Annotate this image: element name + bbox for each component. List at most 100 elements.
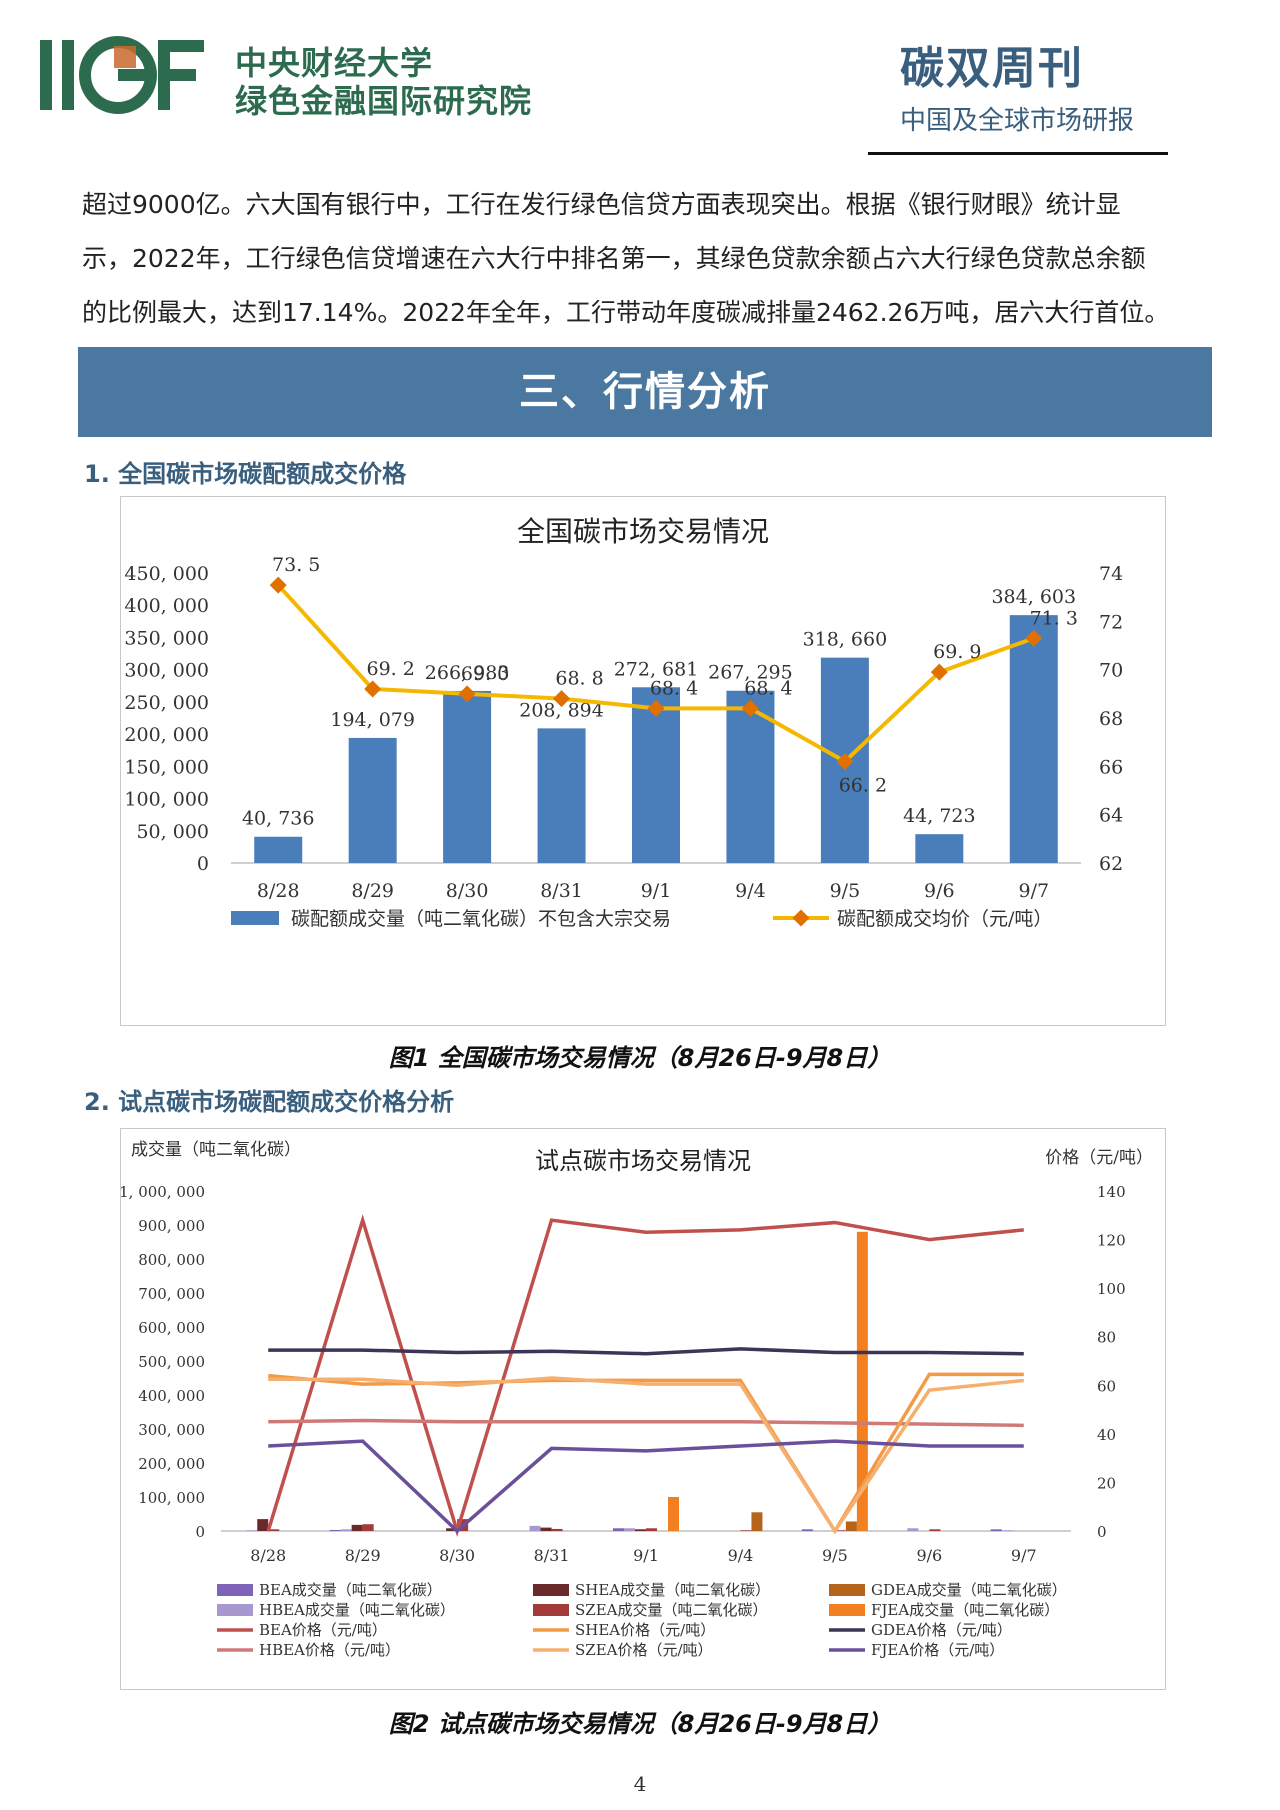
org-name-line2: 绿色金融国际研究院 bbox=[235, 82, 533, 120]
pilot-volume-bar bbox=[340, 1529, 352, 1531]
legend-label: GDEA价格（元/吨） bbox=[871, 1621, 1012, 1639]
pilot-price-line bbox=[268, 1376, 1024, 1535]
bar-data-label: 318, 660 bbox=[803, 629, 888, 651]
pilot-volume-bar bbox=[540, 1527, 552, 1531]
paragraph-line: 超过9000亿。六大国有银行中，工行在发行绿色信贷方面表现突出。根据《银行财眼》… bbox=[82, 190, 1121, 219]
bar-data-label: 266, 983 bbox=[425, 662, 510, 684]
chart-title: 全国碳市场交易情况 bbox=[517, 515, 769, 548]
section-banner: 三、行情分析 bbox=[78, 347, 1212, 437]
legend-label-price: 碳配额成交均价（元/吨） bbox=[837, 908, 1052, 930]
legend-label: SZEA成交量（吨二氧化碳） bbox=[575, 1601, 767, 1619]
right-tick-label: 20 bbox=[1097, 1474, 1116, 1492]
left-tick-label: 300, 000 bbox=[124, 660, 209, 682]
pilot-volume-bar bbox=[329, 1529, 341, 1531]
paragraph-line: 示，2022年，工行绿色信贷增速在六大行中排名第一，其绿色贷款余额占六大行绿色贷… bbox=[82, 244, 1146, 273]
x-tick-label: 9/7 bbox=[1018, 880, 1049, 902]
right-tick-label: 140 bbox=[1097, 1183, 1126, 1201]
national-market-chart: 全国碳市场交易情况 450, 000 400, 000 350, 000 300, 00… bbox=[124, 515, 1123, 930]
bar-data-label: 40, 736 bbox=[242, 808, 315, 830]
volume-bar bbox=[537, 728, 586, 863]
avg-price-marker bbox=[647, 699, 665, 717]
bar-data-label: 267, 295 bbox=[708, 662, 793, 684]
bar-data-label: 208, 894 bbox=[519, 699, 604, 721]
body-paragraph: 超过9000亿。六大国有银行中，工行在发行绿色信贷方面表现突出。根据《银行财眼》… bbox=[82, 178, 1212, 340]
volume-bar bbox=[915, 834, 964, 863]
pilot-volume-bar bbox=[362, 1524, 374, 1531]
bar-data-label: 44, 723 bbox=[903, 805, 976, 827]
left-tick-label: 350, 000 bbox=[124, 627, 209, 649]
left-tick-label: 900, 000 bbox=[138, 1217, 205, 1235]
volume-bar bbox=[348, 737, 397, 863]
publication-title: 碳双周刊 bbox=[900, 43, 1084, 94]
legend-label: BEA价格（元/吨） bbox=[259, 1621, 387, 1639]
bar-data-label: 272, 681 bbox=[614, 658, 699, 680]
left-tick-label: 600, 000 bbox=[138, 1319, 205, 1337]
volume-bar bbox=[443, 690, 492, 863]
legend-label: SHEA成交量（吨二氧化碳） bbox=[575, 1581, 770, 1599]
left-tick-label: 200, 000 bbox=[124, 724, 209, 746]
x-tick-label: 9/5 bbox=[830, 880, 861, 902]
pilot-volume-bar bbox=[929, 1529, 941, 1531]
legend-label: GDEA成交量（吨二氧化碳） bbox=[871, 1581, 1067, 1599]
right-tick-label: 74 bbox=[1099, 563, 1123, 585]
org-name-line1: 中央财经大学 bbox=[235, 44, 434, 82]
right-tick-label: 0 bbox=[1097, 1523, 1107, 1541]
section-heading-1: 1. 全国碳市场碳配额成交价格 bbox=[84, 460, 407, 488]
page-number: 4 bbox=[633, 1772, 647, 1796]
x-tick-label: 8/31 bbox=[540, 880, 583, 902]
pilot-volume-bar bbox=[834, 1530, 846, 1531]
left-tick-label: 0 bbox=[197, 853, 209, 875]
right-tick-label: 72 bbox=[1099, 611, 1123, 633]
chart-box-1: 全国碳市场交易情况 450, 000 400, 000 350, 000 300, 00… bbox=[120, 496, 1166, 1026]
left-tick-label: 800, 000 bbox=[138, 1251, 205, 1269]
left-tick-label: 1, 000, 000 bbox=[121, 1183, 205, 1201]
left-tick-label: 150, 000 bbox=[124, 756, 209, 778]
legend-marker-price bbox=[792, 909, 810, 927]
right-tick-label: 120 bbox=[1097, 1232, 1126, 1250]
pilot-volume-bar bbox=[907, 1528, 919, 1531]
pilot-volume-bar bbox=[646, 1528, 657, 1531]
line-data-label: 66. 2 bbox=[839, 775, 887, 797]
pilot-volume-bar bbox=[268, 1529, 280, 1531]
line-data-label: 73. 5 bbox=[272, 554, 320, 576]
legend-label-volume: 碳配额成交量（吨二氧化碳）不包含大宗交易 bbox=[291, 908, 671, 930]
pilot-market-chart: 试点碳市场交易情况 成交量（吨二氧化碳） 价格（元/吨） 1, 000, 000 900… bbox=[119, 1140, 1153, 1659]
left-tick-label: 400, 000 bbox=[124, 595, 209, 617]
publication-subtitle: 中国及全球市场研报 bbox=[900, 106, 1135, 136]
x-tick-label: 9/1 bbox=[633, 1546, 659, 1565]
x-tick-label: 8/31 bbox=[534, 1546, 570, 1565]
legend-label: HBEA成交量（吨二氧化碳） bbox=[259, 1601, 455, 1619]
x-tick-label: 9/6 bbox=[924, 880, 955, 902]
pilot-volume-bar bbox=[613, 1528, 624, 1531]
right-tick-label: 100 bbox=[1097, 1280, 1126, 1298]
left-tick-label: 100, 000 bbox=[138, 1489, 205, 1507]
line-data-label: 68. 4 bbox=[744, 677, 792, 699]
legend-swatch-volume bbox=[231, 911, 279, 925]
avg-price-marker bbox=[364, 680, 382, 698]
left-tick-label: 300, 000 bbox=[138, 1421, 205, 1439]
x-tick-label: 8/28 bbox=[257, 880, 300, 902]
x-tick-label: 9/1 bbox=[641, 880, 672, 902]
legend-swatch bbox=[533, 1584, 569, 1596]
right-tick-label: 68 bbox=[1099, 708, 1123, 730]
legend-label: BEA成交量（吨二氧化碳） bbox=[259, 1581, 442, 1599]
left-tick-label: 450, 000 bbox=[124, 563, 209, 585]
avg-price-marker bbox=[553, 690, 571, 708]
left-tick-label: 500, 000 bbox=[138, 1353, 205, 1371]
left-tick-label: 0 bbox=[195, 1523, 205, 1541]
right-tick-label: 64 bbox=[1099, 805, 1123, 827]
pilot-volume-bar bbox=[246, 1530, 258, 1531]
pilot-volume-bar bbox=[1001, 1530, 1013, 1531]
left-tick-label: 200, 000 bbox=[138, 1455, 205, 1473]
line-data-label: 68. 8 bbox=[555, 668, 603, 690]
pilot-volume-bar bbox=[740, 1530, 752, 1531]
avg-price-marker bbox=[1025, 629, 1043, 647]
section-heading-2: 2. 试点碳市场碳配额成交价格分析 bbox=[84, 1088, 455, 1116]
left-tick-label: 50, 000 bbox=[136, 821, 209, 843]
left-tick-label: 400, 000 bbox=[138, 1387, 205, 1405]
bar-data-label: 384, 603 bbox=[991, 586, 1076, 608]
legend-swatch bbox=[829, 1604, 865, 1616]
pilot-volume-bar bbox=[751, 1512, 763, 1531]
legend-swatch bbox=[829, 1584, 865, 1596]
line-data-label: 71. 3 bbox=[1030, 607, 1078, 629]
